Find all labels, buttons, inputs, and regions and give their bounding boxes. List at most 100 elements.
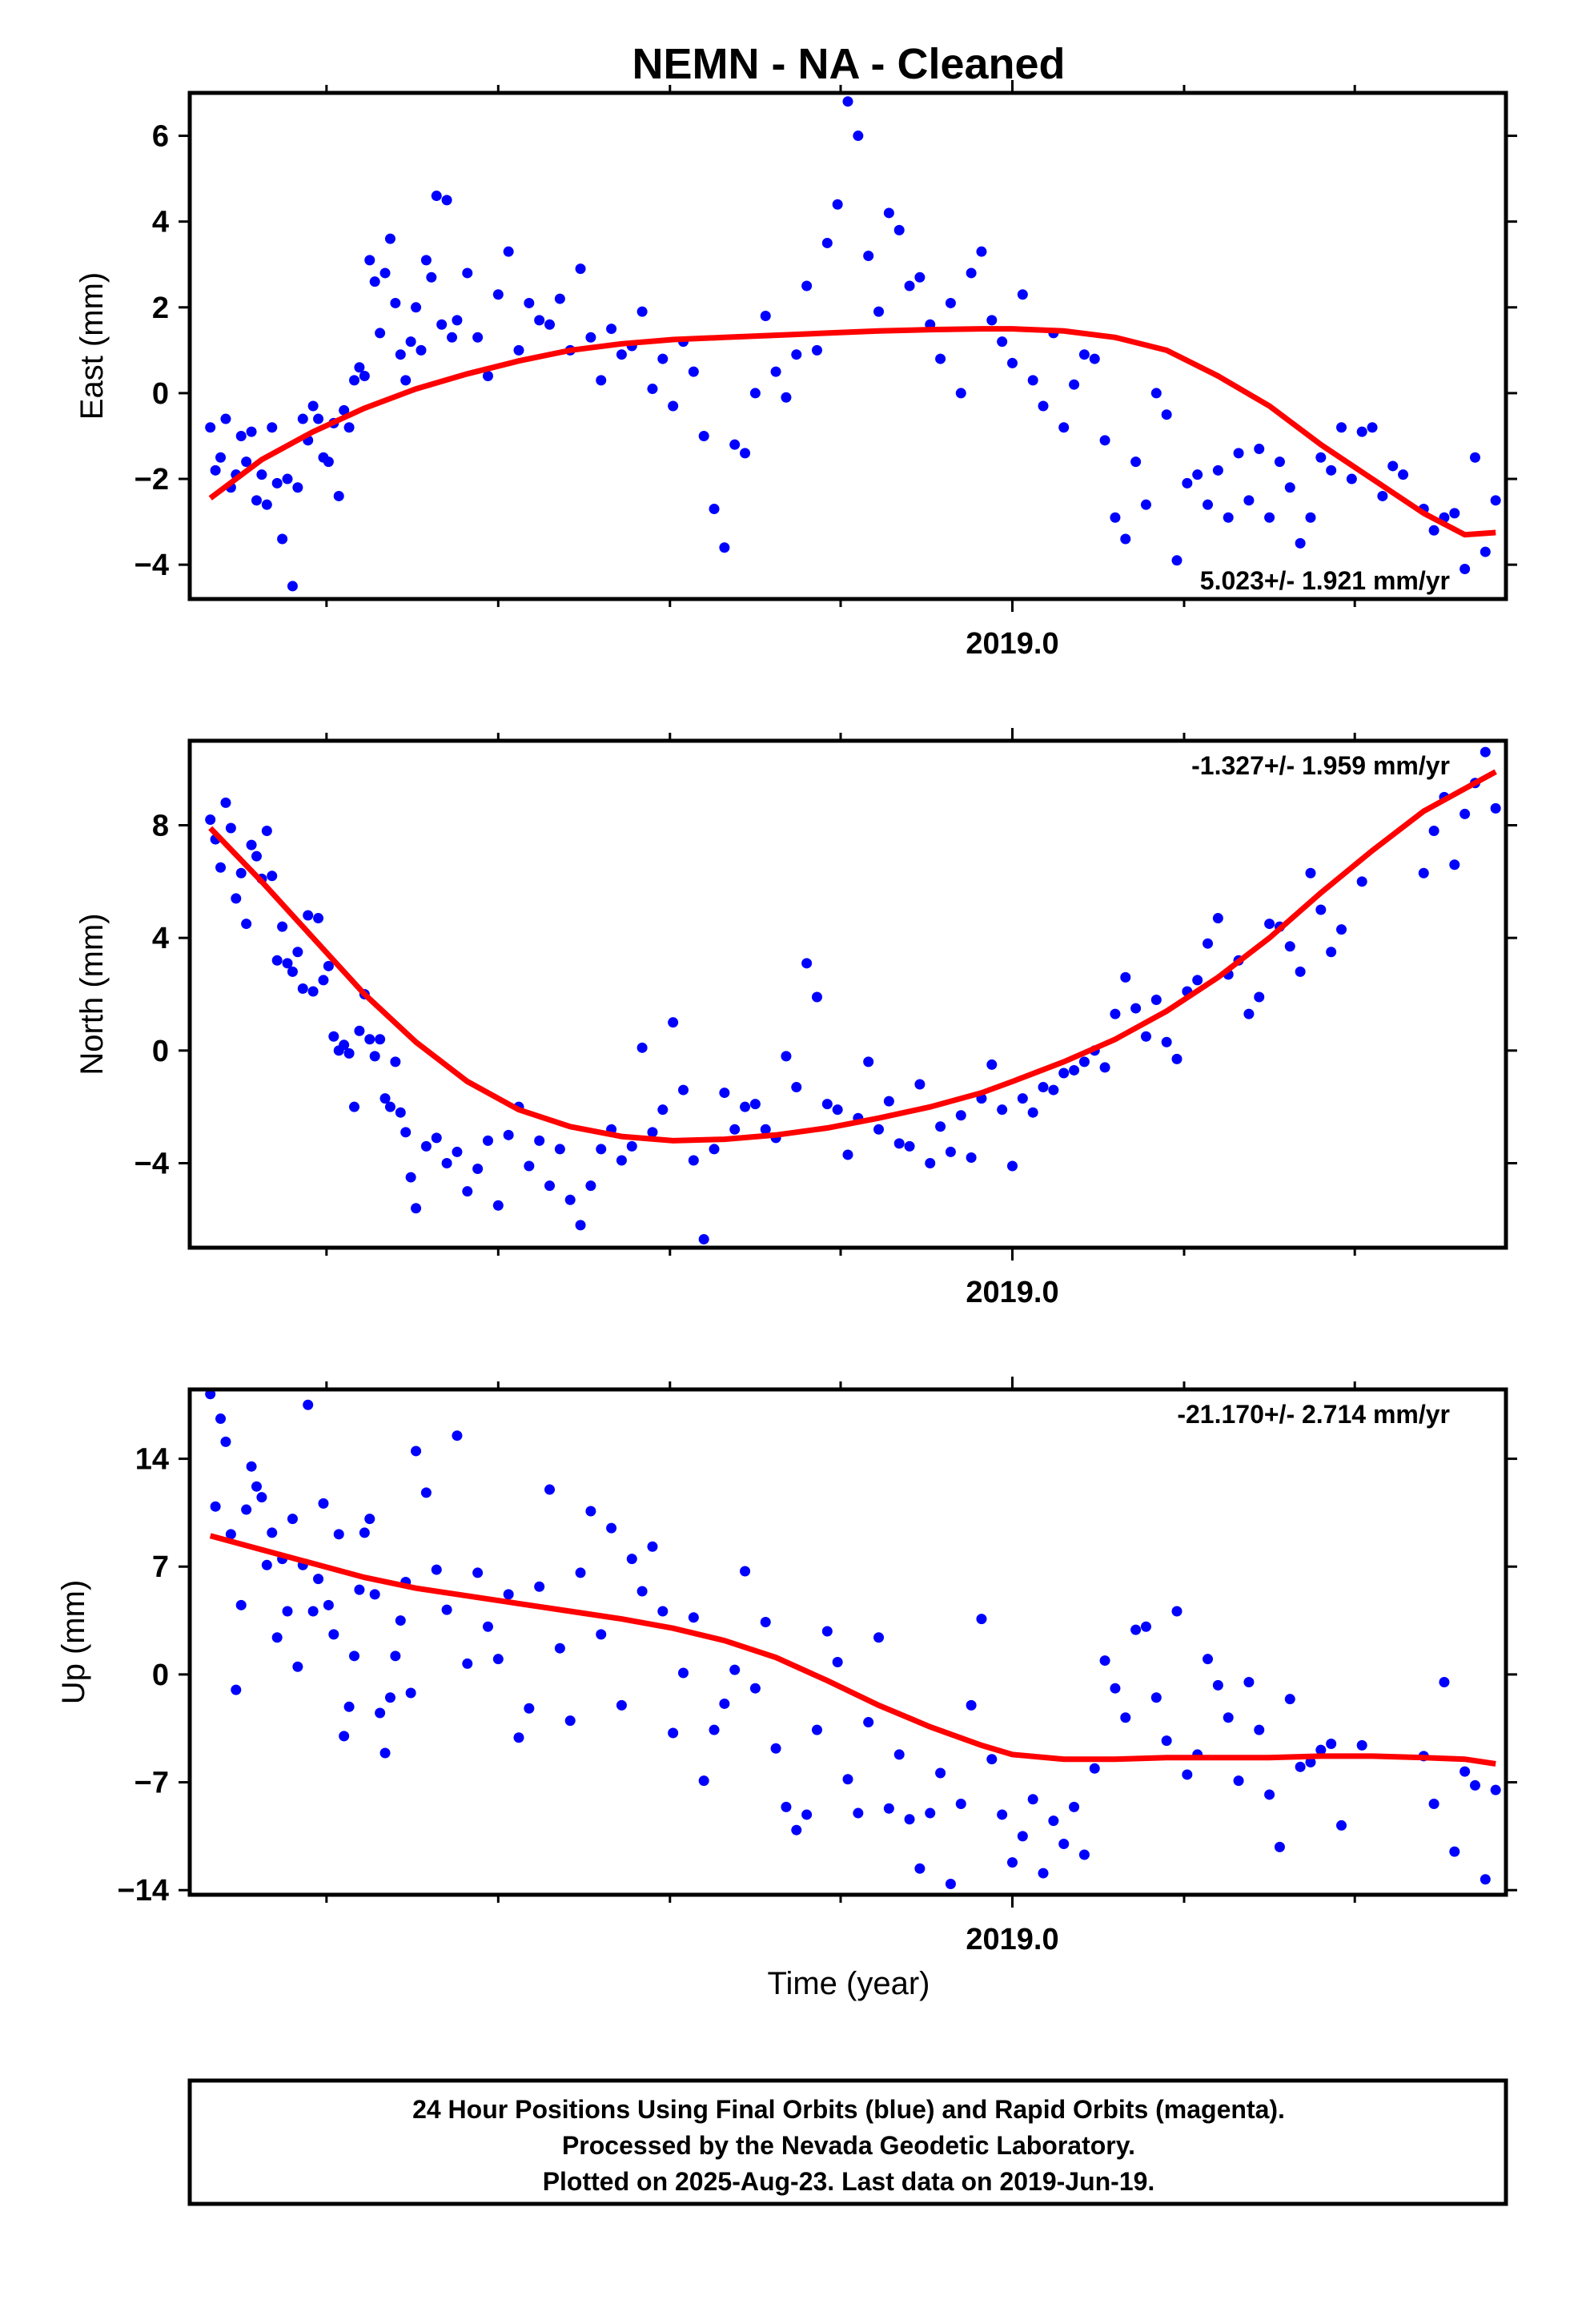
north-data-point xyxy=(231,893,242,904)
north-data-point xyxy=(626,1140,637,1152)
north-data-point xyxy=(698,1233,709,1244)
east-data-point xyxy=(749,388,761,399)
up-data-point xyxy=(1264,1789,1275,1800)
north-data-point xyxy=(832,1104,843,1116)
east-data-point xyxy=(544,319,556,330)
north-data-point xyxy=(616,1155,627,1166)
east-data-point xyxy=(411,302,422,313)
east-data-point xyxy=(379,267,391,279)
up-data-point xyxy=(616,1699,627,1711)
up-data-point xyxy=(832,1657,843,1668)
up-data-point xyxy=(1326,1738,1337,1749)
north-data-point xyxy=(811,991,822,1003)
up-data-point xyxy=(1295,1761,1306,1772)
up-data-point xyxy=(842,1774,853,1785)
up-data-point xyxy=(534,1581,545,1592)
up-data-point xyxy=(513,1732,524,1743)
east-data-point xyxy=(1099,435,1110,446)
up-data-point xyxy=(966,1699,977,1711)
up-data-point xyxy=(1120,1712,1131,1723)
east-data-point xyxy=(420,255,432,266)
east-x-tick-label: 2019.0 xyxy=(966,627,1058,661)
up-y-tick-label: 7 xyxy=(152,1550,169,1584)
east-data-point xyxy=(1387,460,1399,472)
up-y-axis-label: Up (mm) xyxy=(56,1580,91,1705)
east-data-point xyxy=(1058,422,1070,433)
north-data-point xyxy=(986,1059,998,1070)
footer-line-1: 24 Hour Positions Using Final Orbits (bl… xyxy=(412,2095,1285,2124)
footer-box: 24 Hour Positions Using Final Orbits (bl… xyxy=(187,2078,1508,2206)
east-data-point xyxy=(1480,546,1491,557)
north-data-point xyxy=(544,1180,556,1192)
north-data-point xyxy=(801,958,813,969)
up-data-point xyxy=(1460,1766,1471,1777)
north-data-point xyxy=(585,1180,596,1192)
north-data-point xyxy=(1150,995,1162,1006)
north-data-point xyxy=(1212,913,1223,924)
east-y-ticks: −4 −2 0 2 4 6 xyxy=(135,80,1517,612)
up-plot-frame xyxy=(187,1387,1508,1897)
up-data-point xyxy=(678,1667,689,1679)
north-data-point xyxy=(303,910,314,921)
east-data-point xyxy=(271,477,283,489)
north-data-point xyxy=(452,1146,463,1157)
north-data-point xyxy=(400,1127,412,1138)
up-data-point xyxy=(760,1616,771,1627)
north-data-point xyxy=(729,1124,741,1135)
east-data-point xyxy=(1192,469,1203,480)
up-data-point xyxy=(1480,1874,1491,1885)
up-data-point xyxy=(1233,1775,1244,1787)
north-data-point xyxy=(215,862,227,873)
up-data-point xyxy=(220,1436,231,1447)
up-data-point xyxy=(1027,1794,1038,1805)
north-data-point xyxy=(781,1051,792,1062)
east-data-point xyxy=(405,336,416,348)
up-data-point xyxy=(420,1487,432,1498)
east-data-point xyxy=(534,315,545,326)
east-data-point xyxy=(904,280,915,292)
north-data-point xyxy=(740,1101,751,1112)
east-data-point xyxy=(375,328,386,339)
up-data-point xyxy=(359,1527,370,1538)
up-data-point xyxy=(1058,1839,1070,1850)
north-data-point xyxy=(220,797,231,808)
east-data-point xyxy=(447,332,458,343)
east-data-point xyxy=(647,384,658,395)
east-data-point xyxy=(1203,499,1214,510)
east-data-point xyxy=(261,499,272,510)
north-data-point xyxy=(225,822,236,834)
up-data-point xyxy=(1099,1655,1110,1667)
up-data-point xyxy=(709,1724,720,1735)
east-data-point xyxy=(842,96,853,107)
up-data-point xyxy=(636,1586,648,1597)
up-data-point xyxy=(740,1566,751,1577)
east-data-point xyxy=(986,315,998,326)
north-y-tick-label: 0 xyxy=(152,1035,169,1068)
up-data-point xyxy=(215,1413,227,1425)
east-data-point xyxy=(235,430,247,441)
east-y-tick-label: 6 xyxy=(152,120,169,154)
north-data-point xyxy=(1480,746,1491,758)
east-data-point xyxy=(313,413,324,424)
east-data-point xyxy=(1243,495,1255,506)
north-data-point xyxy=(1007,1160,1018,1172)
east-data-point xyxy=(863,251,874,262)
footer-line-3: Plotted on 2025-Aug-23. Last data on 201… xyxy=(543,2167,1155,2196)
east-data-point xyxy=(575,263,586,275)
up-data-point xyxy=(749,1683,761,1694)
north-data-point xyxy=(1326,947,1337,958)
up-data-point xyxy=(375,1707,386,1719)
up-data-point xyxy=(1048,1815,1059,1827)
up-y-tick-label: −7 xyxy=(135,1767,169,1800)
east-data-point xyxy=(1356,426,1367,437)
east-data-point xyxy=(1284,482,1295,493)
north-data-point xyxy=(863,1056,874,1068)
north-data-point xyxy=(1460,808,1471,819)
north-data-point xyxy=(534,1135,545,1146)
up-panel: −14 −7 0 7 14 Up (mm) -21.170+/- 2.714 mm/yr… xyxy=(56,1377,1517,1956)
east-data-point xyxy=(384,233,396,244)
east-rate-label: 5.023+/- 1.921 mm/yr xyxy=(1200,566,1450,595)
north-data-point xyxy=(328,1031,339,1042)
north-data-point xyxy=(688,1155,699,1166)
up-data-point xyxy=(668,1727,679,1739)
